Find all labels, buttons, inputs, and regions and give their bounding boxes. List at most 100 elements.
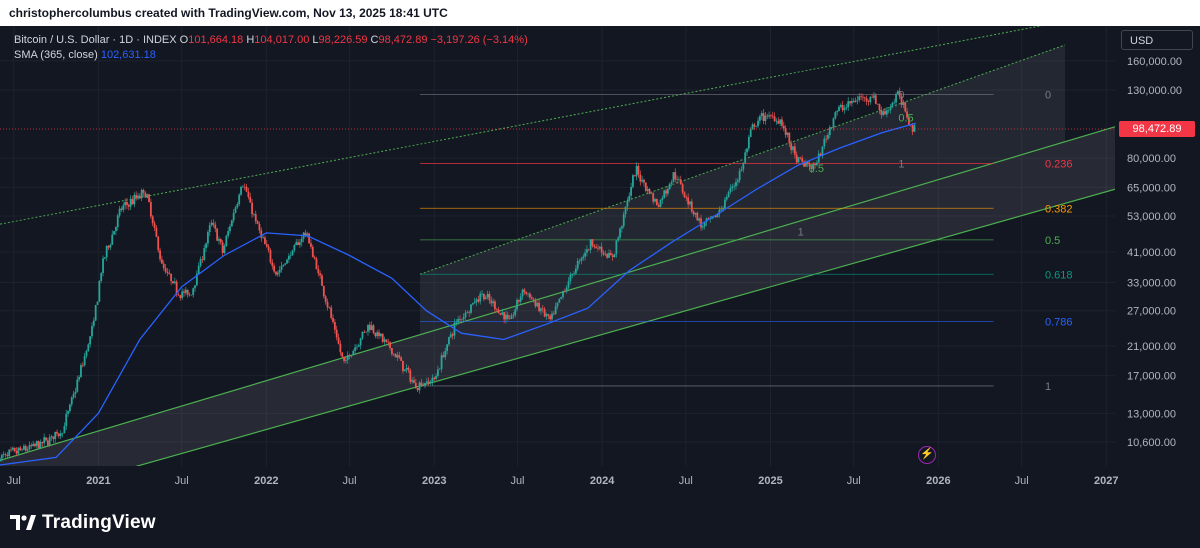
- annotation-label: 0.5: [898, 112, 913, 124]
- flash-icon[interactable]: ⚡: [918, 446, 936, 464]
- time-axis[interactable]: Jul 2021 Jul 2022 Jul 2023 Jul 2024 Jul 2025 Jul 20…: [7, 475, 1119, 487]
- candle-body: [214, 224, 217, 229]
- candle-body: [238, 194, 241, 205]
- candle-body: [133, 194, 136, 205]
- candle-body: [354, 347, 357, 351]
- candle-body: [262, 237, 265, 239]
- x-tick-label: 2023: [422, 475, 446, 487]
- candle-body: [619, 228, 621, 238]
- candle-body: [871, 97, 874, 98]
- grid-lines: [0, 26, 1115, 466]
- symbol-name: Bitcoin / U.S. Dollar · 1D · INDEX: [14, 34, 177, 46]
- price-chart[interactable]: 0 0.236 0.382 0.5 0.618 0.786 1 0 0.5 1 0.5 1 160,…: [0, 26, 1200, 500]
- candle-body: [615, 240, 618, 254]
- candle-body: [698, 218, 701, 221]
- candle-body: [613, 253, 616, 258]
- change-value: −3,197.26 (−3.14%): [430, 34, 528, 46]
- candle-body: [541, 308, 544, 310]
- candle-body: [475, 299, 478, 302]
- candle-body: [896, 91, 899, 95]
- candle-body: [378, 332, 380, 337]
- candle-body: [687, 197, 690, 205]
- candle-body: [135, 194, 138, 199]
- candle-body: [17, 447, 20, 454]
- candle-body: [115, 227, 117, 232]
- candle-body: [641, 179, 644, 182]
- candle-body: [788, 132, 791, 144]
- candle-body: [243, 186, 246, 188]
- candle-body: [446, 344, 449, 351]
- low-label: L: [312, 34, 319, 46]
- candle-body: [784, 128, 787, 135]
- candle-body: [61, 433, 64, 434]
- candle-body: [552, 313, 555, 315]
- candle-body: [574, 268, 577, 274]
- candle-body: [391, 347, 393, 355]
- candle-body: [663, 190, 666, 198]
- candle-body: [652, 193, 655, 202]
- candle-body: [232, 212, 235, 221]
- candle-body: [468, 312, 471, 313]
- candle-body: [459, 318, 461, 320]
- candle-body: [34, 443, 36, 447]
- candle-body: [326, 301, 329, 308]
- candle-body: [448, 337, 450, 345]
- x-tick-label: 2022: [254, 475, 278, 487]
- candle-body: [768, 115, 770, 117]
- candle-body: [409, 370, 412, 382]
- currency-button[interactable]: USD: [1121, 30, 1193, 50]
- candle-body: [538, 302, 541, 312]
- candle-body: [906, 111, 908, 118]
- candle-body: [89, 336, 92, 345]
- candle-body: [775, 120, 778, 122]
- candle-body: [249, 196, 252, 203]
- candle-body: [96, 301, 99, 305]
- candle-body: [253, 214, 255, 215]
- candle-body: [330, 307, 333, 318]
- x-tick-label: 2024: [590, 475, 615, 487]
- candle-body: [126, 201, 128, 206]
- candle-body: [517, 299, 520, 302]
- indicator-legend[interactable]: SMA (365, close) 102,631.18: [14, 49, 156, 61]
- candle-body: [828, 127, 831, 135]
- candle-body: [392, 353, 395, 355]
- candle-body: [433, 377, 436, 379]
- candle-body: [676, 179, 678, 181]
- candle-body: [6, 454, 9, 457]
- fib-level-label: 0.618: [1045, 269, 1073, 281]
- candle-body: [595, 246, 598, 248]
- candle-body: [335, 329, 338, 338]
- candle-body: [131, 199, 134, 205]
- candle-body: [140, 189, 143, 199]
- candle-body: [304, 232, 307, 236]
- candle-body: [192, 288, 195, 295]
- candle-body: [389, 342, 391, 348]
- x-tick-label: 2027: [1094, 475, 1118, 487]
- candle-body: [655, 199, 658, 206]
- candle-body: [860, 96, 862, 97]
- candle-body: [733, 186, 736, 187]
- price-axis[interactable]: 160,000.00 130,000.00 80,000.00 65,000.00 53…: [1127, 56, 1182, 449]
- candle-body: [845, 107, 848, 109]
- candle-body: [348, 355, 351, 357]
- candle-body: [854, 100, 857, 103]
- candle-body: [317, 269, 320, 274]
- candle-body: [398, 355, 401, 358]
- candle-body: [138, 195, 141, 199]
- candle-body: [218, 239, 220, 241]
- candle-body: [356, 346, 358, 348]
- candle-body: [576, 260, 579, 269]
- candle-body: [144, 192, 147, 198]
- candle-body: [532, 299, 535, 300]
- candle-body: [52, 436, 55, 440]
- candle-body: [376, 332, 379, 337]
- candle-body: [287, 255, 290, 260]
- candle-body: [184, 289, 187, 293]
- candle-body: [251, 202, 253, 215]
- candle-body: [194, 285, 196, 289]
- candle-body: [30, 444, 33, 446]
- candle-body: [666, 188, 669, 194]
- candle-body: [83, 356, 86, 366]
- candle-body: [873, 95, 875, 98]
- candle-body: [385, 339, 388, 342]
